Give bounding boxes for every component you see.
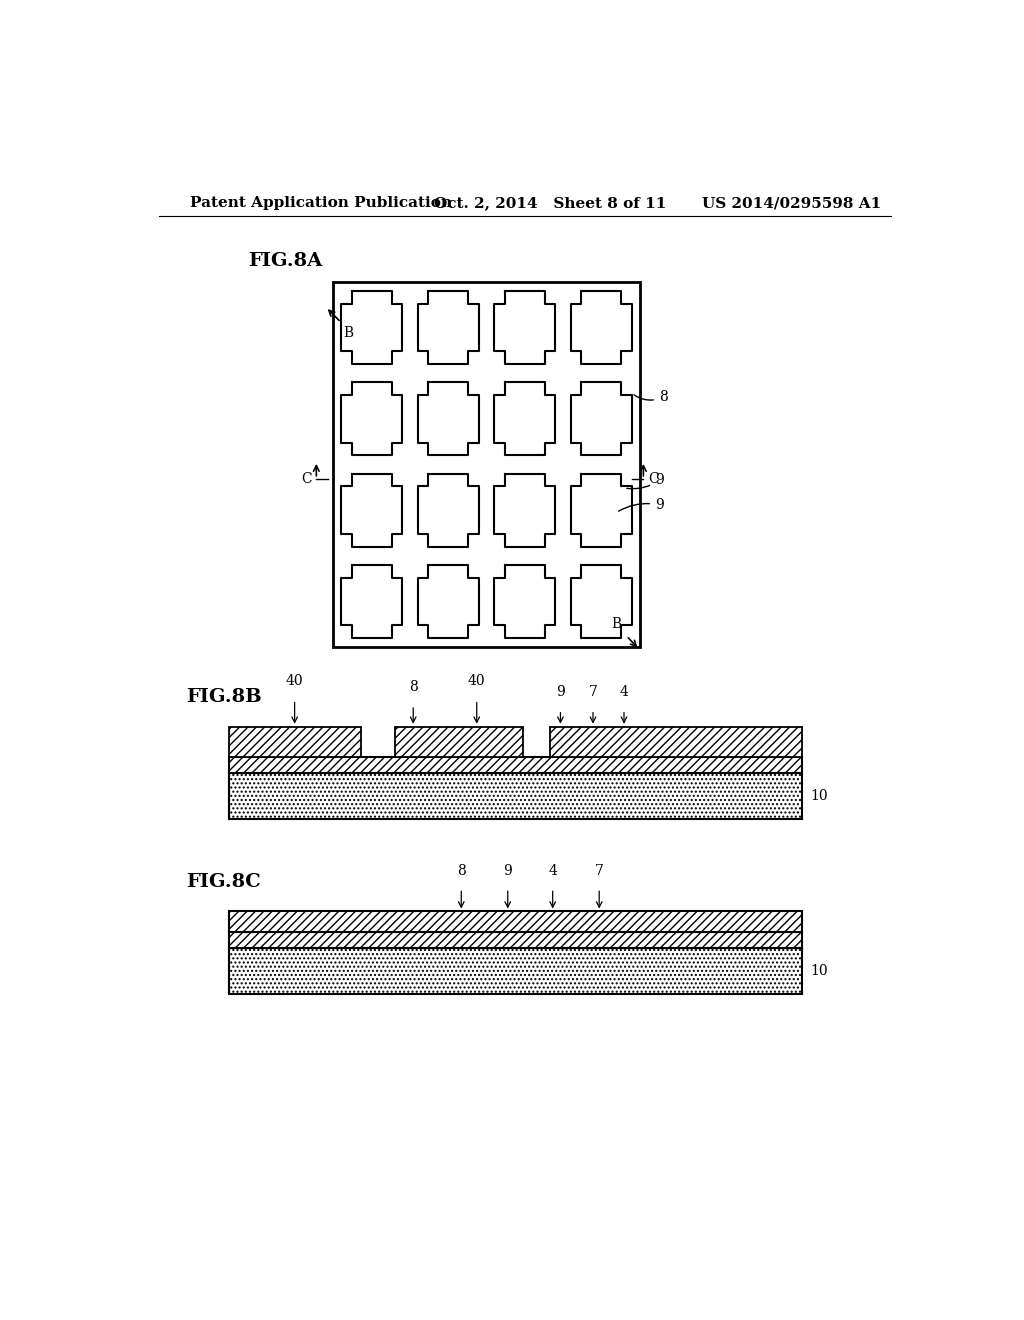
Bar	[228, 774, 802, 818]
Text: 9: 9	[618, 498, 664, 512]
Text: FIG.8B: FIG.8B	[186, 689, 262, 706]
Bar	[228, 911, 802, 932]
Bar	[334, 281, 640, 647]
Text: 8: 8	[457, 863, 466, 878]
Text: 7: 7	[589, 685, 597, 700]
Text: B: B	[343, 326, 353, 341]
Text: 40: 40	[468, 675, 485, 688]
Text: 9: 9	[556, 685, 565, 700]
Text: C: C	[648, 471, 658, 486]
Text: 9: 9	[504, 863, 512, 878]
Text: FIG.8C: FIG.8C	[186, 874, 261, 891]
Text: Oct. 2, 2014   Sheet 8 of 11: Oct. 2, 2014 Sheet 8 of 11	[434, 197, 667, 210]
Text: 4: 4	[620, 685, 629, 700]
Bar	[228, 726, 360, 758]
Text: 9: 9	[627, 474, 664, 488]
Text: 10: 10	[810, 789, 827, 803]
Text: C: C	[301, 471, 311, 486]
Text: B: B	[611, 618, 622, 631]
Text: 10: 10	[810, 964, 827, 978]
Text: 7: 7	[595, 863, 603, 878]
Text: FIG.8A: FIG.8A	[248, 252, 323, 269]
Bar	[550, 726, 802, 758]
Text: 40: 40	[286, 675, 303, 688]
Text: Patent Application Publication: Patent Application Publication	[190, 197, 452, 210]
Bar	[228, 758, 802, 774]
Bar	[395, 726, 523, 758]
Text: 8: 8	[634, 391, 668, 404]
Bar	[228, 932, 802, 948]
Text: US 2014/0295598 A1: US 2014/0295598 A1	[701, 197, 881, 210]
Text: 8: 8	[409, 680, 418, 694]
Bar	[228, 948, 802, 994]
Text: 4: 4	[548, 863, 557, 878]
